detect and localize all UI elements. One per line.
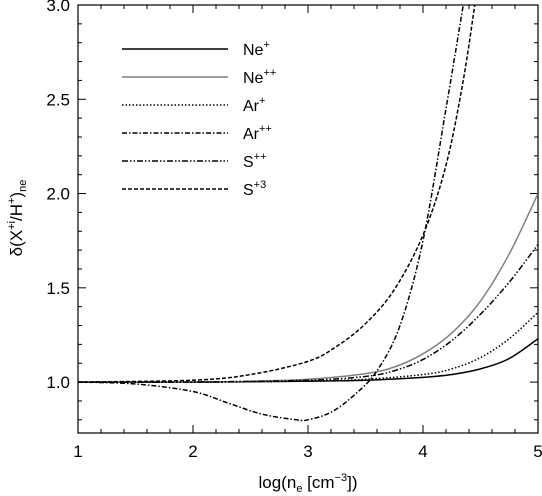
series-line-4 xyxy=(78,243,538,383)
axis-ticks: 1 2 3 4 5 1.0 1.5 2.0 2.5 3.0 xyxy=(46,0,542,461)
legend-label-1: Ne++ xyxy=(243,67,276,87)
legend-label-5: S+3 xyxy=(243,179,266,199)
x-tick-label: 2 xyxy=(188,442,197,461)
legend-label-0: Ne+ xyxy=(243,39,270,59)
x-tick-label: 1 xyxy=(73,442,82,461)
y-tick-label: 2.0 xyxy=(46,185,70,204)
x-tick-label: 3 xyxy=(303,442,312,461)
series-line-0 xyxy=(78,338,538,383)
series-line-3 xyxy=(78,5,464,422)
y-tick-label: 2.5 xyxy=(46,90,70,109)
legend: Ne+ Ne++ Ar+ Ar++ S++ S+3 xyxy=(122,39,276,199)
x-tick-label: 5 xyxy=(533,442,542,461)
series-lines xyxy=(78,5,538,422)
series-line-2 xyxy=(78,311,538,383)
y-axis-label: δ(X+i/H+)ne xyxy=(6,180,29,257)
y-tick-label: 1.5 xyxy=(46,279,70,298)
plot-frame xyxy=(77,4,539,434)
series-line-5 xyxy=(78,5,476,383)
legend-label-2: Ar+ xyxy=(243,95,265,115)
y-tick-label: 3.0 xyxy=(46,0,70,15)
series-line-1 xyxy=(78,193,538,383)
legend-label-3: Ar++ xyxy=(243,123,272,143)
y-tick-label: 1.0 xyxy=(46,373,70,392)
legend-label-4: S++ xyxy=(243,151,267,171)
x-axis-label: log(ne [cm−3]) xyxy=(259,472,358,495)
x-tick-label: 4 xyxy=(418,442,427,461)
